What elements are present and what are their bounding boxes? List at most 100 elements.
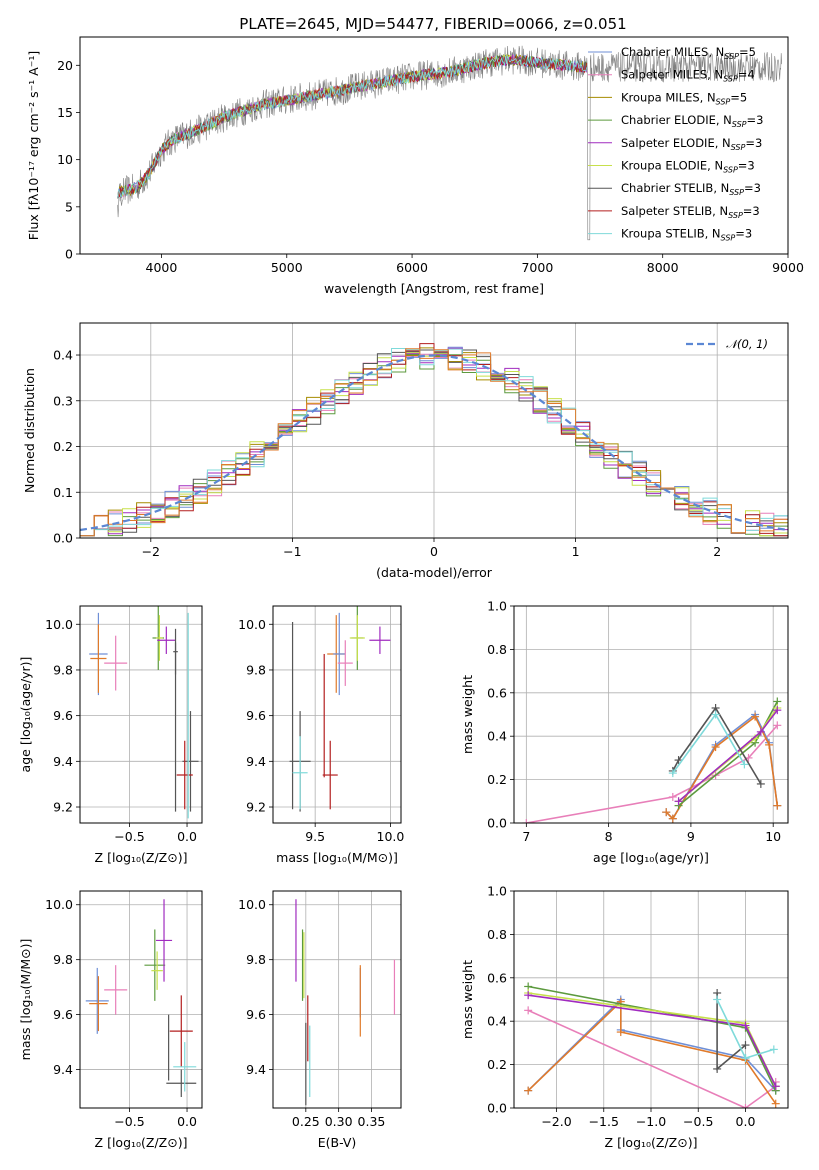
y-tick-label: 9.4 (246, 1062, 266, 1077)
y-tick-label: 10 (57, 152, 73, 167)
panel-mass_vs_Z: −0.5 0.0 9.4 9.6 9.8 10.0 Z [log₁₀(Z/Z⊙)] mass … (18, 890, 203, 1150)
panel-weight_vs_Z: −2.0 −1.5 −1.0 −0.5 0.0 0.0 0.2 0.4 0.6 0.8 1.0 Z [… (460, 884, 789, 1150)
y-axis-label: mass weight (460, 675, 475, 754)
weight-marker (674, 756, 683, 765)
x-tick-label: 8 (605, 829, 613, 844)
panel-age_vs_Z: −0.5 0.0 9.2 9.4 9.6 9.8 10.0 Z [log₁₀(Z/Z⊙)] ag… (18, 605, 203, 865)
weight-marker (524, 1086, 533, 1095)
y-axis-label: Normed distribution (22, 368, 37, 493)
x-tick-label: −0.5 (114, 1114, 144, 1129)
x-tick-label: 7 (522, 829, 530, 844)
y-tick-label: 0.2 (487, 772, 507, 787)
legend-entry: Salpeter STELIB, NSSP=3 (621, 204, 760, 220)
x-axis-label: age [log₁₀(age/yr)] (593, 850, 709, 865)
y-tick-label: 0 (65, 247, 73, 262)
plot-area (295, 899, 396, 1106)
errorbar-point (157, 626, 176, 654)
weight-line-k_stelib (672, 713, 746, 774)
y-tick-label: 0.6 (487, 685, 507, 700)
plot-area (522, 697, 782, 823)
weight-marker (668, 769, 677, 778)
x-axis-label: mass [log₁₀(M/M⊙)] (276, 850, 398, 865)
weight-marker (756, 779, 765, 788)
x-tick-label: 0.35 (358, 1114, 386, 1129)
grid (273, 891, 401, 1108)
legend-entry: Kroupa MILES, NSSP=5 (621, 90, 747, 106)
legend-entry: Chabrier MILES, NSSP=5 (621, 45, 756, 61)
y-tick-label: 0.4 (487, 729, 507, 744)
errorbar-point (144, 929, 166, 1001)
weight-marker (674, 797, 683, 806)
weight-line-s_elodie (528, 994, 777, 1087)
x-axis-label: Z [log₁₀(Z/Z⊙)] (95, 850, 188, 865)
x-axis-label: wavelength [Angstrom, rest frame] (324, 281, 544, 296)
y-tick-label: 9.8 (246, 952, 266, 967)
x-tick-label: 8000 (647, 260, 679, 275)
weight-line-s_elodie (678, 709, 778, 802)
plot-area (80, 343, 788, 537)
legend-entry: 𝒩(0, 1) (726, 337, 768, 351)
y-tick-label: 9.4 (246, 754, 266, 769)
weight-marker (769, 1045, 778, 1054)
x-tick-label: 0 (430, 544, 438, 559)
axes-frame (79, 36, 789, 255)
y-tick-label: 9.2 (53, 800, 73, 815)
weight-line-c_stelib (672, 706, 762, 785)
axes-frame (79, 890, 203, 1109)
errorbar-point (176, 740, 193, 810)
weight-marker (765, 740, 774, 749)
y-tick-label: 9.8 (53, 952, 73, 967)
weight-marker (522, 819, 531, 823)
axes-frame (513, 605, 789, 824)
plot-area (289, 606, 391, 812)
weight-marker (713, 995, 722, 1004)
y-tick-label: 0.0 (487, 816, 507, 831)
errorbar-point (173, 1042, 197, 1092)
weight-marker (741, 1041, 750, 1050)
y-tick-label: 9.6 (246, 708, 266, 723)
weight-marker (741, 1054, 750, 1063)
weight-marker (773, 801, 782, 810)
panel-residuals: −2 −1 0 1 2 0.0 0.1 0.2 0.3 0.4 (data-model)/error… (22, 322, 789, 580)
y-tick-label: 10.0 (238, 617, 266, 632)
y-tick-label: 0.0 (53, 531, 73, 546)
y-tick-label: 0.8 (487, 642, 507, 657)
errorbar-point (151, 951, 163, 990)
weight-marker (756, 727, 765, 736)
axes-frame (79, 605, 203, 824)
y-tick-label: 0.2 (487, 1057, 507, 1072)
errorbar-point (90, 624, 107, 693)
x-tick-label: −1.5 (589, 1114, 619, 1129)
errorbar-point (292, 736, 308, 810)
y-tick-label: 9.6 (53, 708, 73, 723)
errorbar-point (85, 967, 109, 1034)
y-tick-label: 9.4 (53, 1062, 73, 1077)
x-axis-label: Z [log₁₀(Z/Z⊙)] (95, 1135, 188, 1150)
y-tick-label: 5 (65, 199, 73, 214)
x-tick-label: 0.0 (177, 829, 197, 844)
y-tick-label: 0.0 (487, 1101, 507, 1116)
x-tick-label: 9000 (772, 260, 804, 275)
y-tick-label: 9.8 (246, 662, 266, 677)
weight-line-s_miles (526, 724, 778, 823)
grid (273, 606, 401, 823)
normal-curve (80, 354, 788, 532)
y-axis-label: age [log₁₀(age/yr)] (18, 657, 33, 773)
x-tick-label: −1.0 (636, 1114, 666, 1129)
x-tick-label: −2.0 (541, 1114, 571, 1129)
weight-marker (616, 1028, 625, 1037)
weight-marker (711, 710, 720, 719)
y-axis-label: Flux [fλ10⁻¹⁷ erg cm⁻² s⁻¹ A⁻¹] (26, 51, 41, 240)
weight-line-orange (665, 715, 779, 820)
y-tick-label: 0.4 (53, 348, 73, 363)
grid (80, 606, 202, 823)
y-tick-label: 20 (57, 58, 73, 73)
errorbar-point (169, 995, 193, 1067)
legend-entry: Kroupa ELODIE, NSSP=3 (621, 159, 755, 175)
legend-entry: Chabrier STELIB, NSSP=3 (621, 181, 761, 197)
legend-entry: Salpeter ELODIE, NSSP=3 (621, 136, 762, 152)
plot-area (524, 982, 780, 1108)
x-tick-label: 0.30 (325, 1114, 353, 1129)
figure-title: PLATE=2645, MJD=54477, FIBERID=0066, z=0… (239, 15, 626, 33)
